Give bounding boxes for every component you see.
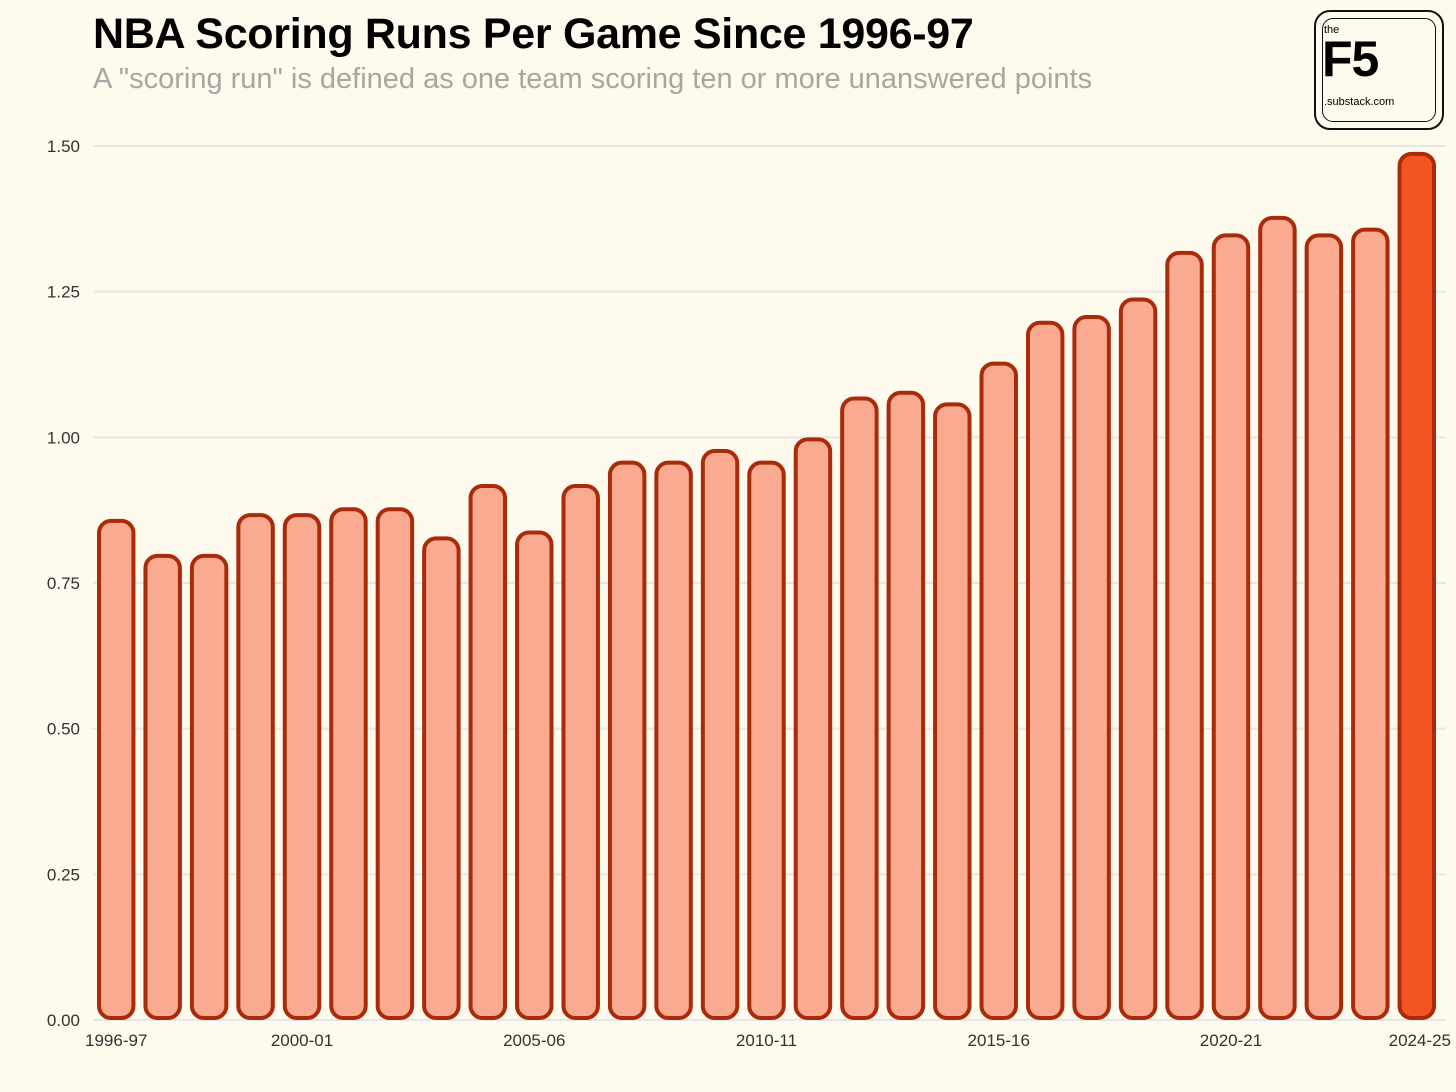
bar-2020-21 xyxy=(1211,233,1251,1020)
y-tick-label: 0.00 xyxy=(47,1011,80,1030)
bar-2010-11 xyxy=(747,460,786,1020)
bar-1997-98 xyxy=(143,553,182,1020)
bar-2023-24 xyxy=(1351,227,1390,1021)
bar-2021-22 xyxy=(1258,215,1297,1021)
bar-2005-06 xyxy=(515,530,554,1020)
x-tick-label: 2020-21 xyxy=(1200,1031,1262,1050)
y-tick-label: 0.75 xyxy=(47,574,80,593)
logo-the-text: the xyxy=(1324,24,1340,36)
x-tick-label: 2015-16 xyxy=(968,1031,1030,1050)
bar-2008-09 xyxy=(654,460,693,1020)
bar-1998-99 xyxy=(189,553,229,1020)
bar-2001-02 xyxy=(329,507,368,1020)
y-axis-labels: 0.00 0.25 0.50 0.75 1.00 1.25 1.50 xyxy=(47,137,80,1030)
x-tick-label: 1996-97 xyxy=(85,1031,147,1050)
y-tick-label: 1.25 xyxy=(47,283,80,302)
x-tick-label: 2010-11 xyxy=(736,1031,797,1050)
bar-2015-16 xyxy=(979,361,1018,1020)
bar-2011-12 xyxy=(793,437,833,1021)
chart-title: NBA Scoring Runs Per Game Since 1996-97 xyxy=(93,10,974,58)
bar-2009-10 xyxy=(700,448,740,1020)
bar-2024-25 xyxy=(1397,151,1437,1020)
bar-2017-18 xyxy=(1072,314,1111,1020)
bar-2002-03 xyxy=(375,507,415,1020)
bar-2007-08 xyxy=(607,460,647,1020)
chart-subtitle: A "scoring run" is defined as one team s… xyxy=(93,63,1093,95)
bar-2012-13 xyxy=(840,396,879,1020)
bar-2004-05 xyxy=(468,483,508,1020)
bar-2013-14 xyxy=(886,390,926,1021)
x-tick-label: 2000-01 xyxy=(271,1031,333,1050)
bar-2003-04 xyxy=(422,536,461,1020)
x-tick-label: 2005-06 xyxy=(503,1031,565,1050)
bar-1996-97 xyxy=(97,518,136,1020)
y-tick-label: 1.00 xyxy=(47,428,80,447)
bar-2018-19 xyxy=(1118,297,1158,1020)
logo-substack-text: .substack.com xyxy=(1324,96,1395,108)
f5-logo: the F5 .substack.com xyxy=(1314,10,1444,130)
logo-inner-border xyxy=(1322,18,1436,122)
logo-f5-text: F5 xyxy=(1322,31,1379,87)
x-tick-label: 2024-25 xyxy=(1389,1031,1451,1050)
bar-1999-00 xyxy=(236,513,275,1021)
bar-2014-15 xyxy=(933,402,972,1020)
bar-2000-01 xyxy=(282,513,322,1021)
y-tick-label: 0.25 xyxy=(47,865,80,884)
bars xyxy=(97,151,1437,1021)
bar-2016-17 xyxy=(1025,320,1065,1020)
y-tick-label: 0.50 xyxy=(47,720,80,739)
bar-2019-20 xyxy=(1165,250,1204,1020)
bar-2006-07 xyxy=(561,483,600,1020)
x-axis-labels: 1996-97 2000-01 2005-06 2010-11 2015-16 2020-… xyxy=(85,1031,1451,1050)
y-tick-label: 1.50 xyxy=(47,137,80,156)
bar-2022-23 xyxy=(1304,233,1344,1020)
